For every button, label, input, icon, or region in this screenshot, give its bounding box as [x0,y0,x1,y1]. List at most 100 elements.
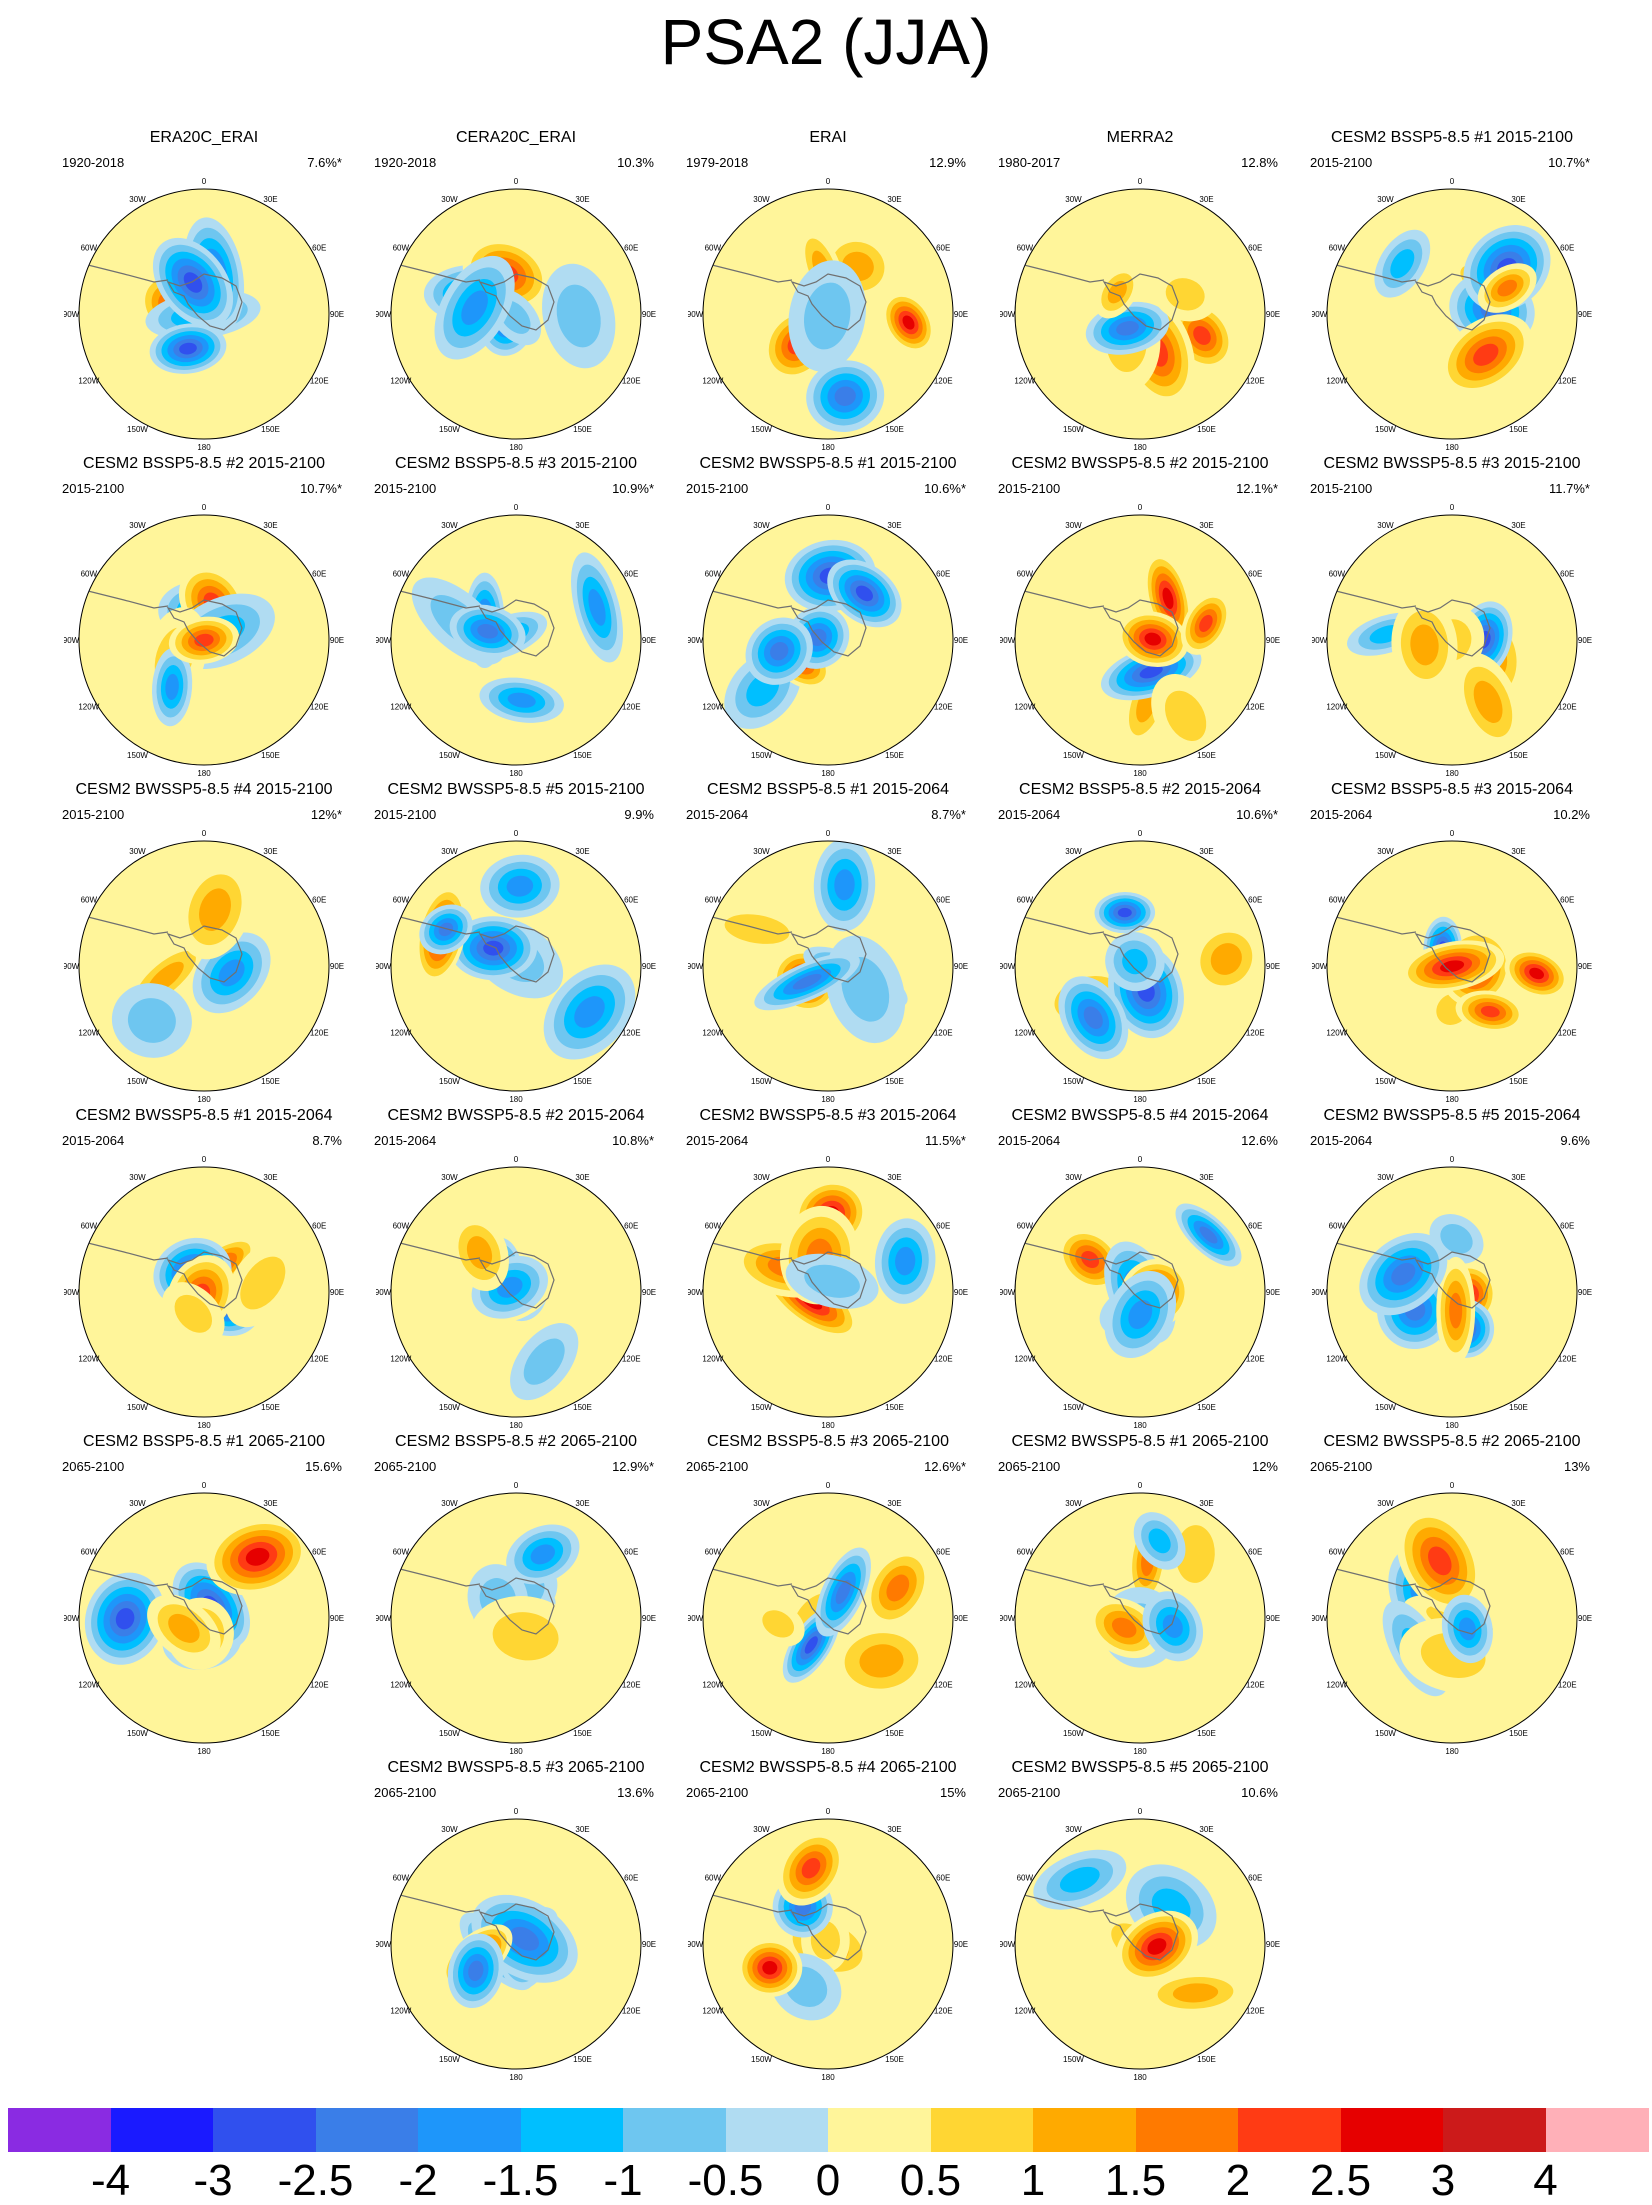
longitude-label: 150W [751,751,772,760]
panel-period: 2065-2100 [998,1459,1061,1474]
map-border [78,514,330,766]
longitude-label: 150E [885,1077,904,1086]
map-border [1014,188,1266,440]
polar-map: 0 30E 60E 90E 120E 150E 180 150W 120W 90W 60W 30W [688,503,968,778]
panel-title: CESM2 BSSP5-8.5 #3 2015-2100 [395,455,637,472]
longitude-label: 30W [1377,1173,1394,1182]
longitude-label: 60W [1017,896,1034,905]
longitude-label: 60W [705,1874,722,1883]
polar-map: 0 30E 60E 90E 120E 150E 180 150W 120W 90W 60W 30W [1000,503,1280,778]
panel-period: 2015-2064 [998,807,1061,822]
longitude-label: 0 [826,1155,831,1164]
anomaly-field [1015,1819,1265,2069]
longitude-label: 0 [514,1481,519,1490]
map-panel: ERA20C_ERAI 1920-2018 7.6%* 0 30E 60E 90E 120E 1… [48,128,360,454]
panel-title: ERA20C_ERAI [149,129,259,146]
panel-title: CESM2 BWSSP5-8.5 #5 2015-2064 [1323,1107,1581,1124]
longitude-label: 120W [1326,1681,1347,1690]
map-border [1014,514,1266,766]
map-border [1326,1492,1578,1744]
colorbar-tick-label: 4 [1533,2156,1558,2205]
longitude-label: 60W [705,244,722,253]
longitude-label: 180 [821,1747,835,1756]
longitude-label: 120W [1014,1029,1035,1038]
longitude-label: 120W [1014,703,1035,712]
panel-title: CESM2 BWSSP5-8.5 #4 2015-2064 [1011,1107,1269,1124]
south-america-coastline [707,589,793,609]
longitude-label: 90E [954,962,968,971]
longitude-label: 30W [441,521,458,530]
longitude-label: 60E [936,244,950,253]
longitude-label: 150W [1063,751,1084,760]
south-america-coastline [1019,263,1105,283]
anomaly-field [1327,1493,1577,1743]
longitude-label: 120E [1246,1355,1265,1364]
map-panel: CESM2 BSSP5-8.5 #1 2065-2100 2065-2100 15.… [48,1432,360,1758]
longitude-label: 90W [1312,1288,1328,1297]
longitude-label: 150W [751,1729,772,1738]
colorbar-swatch [828,2108,931,2152]
colorbar-swatch [418,2108,521,2152]
longitude-label: 90W [64,636,80,645]
longitude-label: 60E [312,244,326,253]
panel-title: CESM2 BWSSP5-8.5 #2 2015-2064 [387,1107,645,1124]
panel-title: CESM2 BSSP5-8.5 #2 2015-2100 [83,455,325,472]
longitude-label: 0 [514,503,519,512]
longitude-label: 60E [936,1548,950,1557]
map-panel: CESM2 BWSSP5-8.5 #1 2015-2100 2015-2100 10… [672,454,984,780]
longitude-label: 30W [753,1499,770,1508]
longitude-label: 60E [1248,1874,1262,1883]
polar-map: 0 30E 60E 90E 120E 150E 180 150W 120W 90W 60W 30W [1312,1155,1592,1430]
panel-variance-percent: 10.3% [617,155,654,170]
longitude-label: 90E [330,1614,344,1623]
longitude-label: 0 [1450,503,1455,512]
polar-map: 0 30E 60E 90E 120E 150E 180 150W 120W 90W 60W 30W [1000,1481,1280,1756]
antarctica-coastline [478,1251,555,1309]
longitude-label: 30E [887,1173,901,1182]
longitude-label: 120E [1558,1355,1577,1364]
longitude-label: 120E [310,1355,329,1364]
longitude-label: 120W [1014,1681,1035,1690]
panel-title: CESM2 BSSP5-8.5 #2 2015-2064 [1019,781,1261,798]
longitude-label: 30E [263,1499,277,1508]
longitude-label: 30W [129,1499,146,1508]
panel-variance-percent: 10.7%* [1548,155,1590,170]
longitude-label: 120E [934,1029,953,1038]
colorbar-tick-label: -1.5 [482,2156,559,2205]
panel-period: 2015-2100 [1310,481,1373,496]
figure-title: PSA2 (JJA) [660,6,992,78]
longitude-label: 150W [751,2055,772,2064]
longitude-label: 150W [751,1403,772,1412]
longitude-label: 30E [575,847,589,856]
map-panel: CESM2 BWSSP5-8.5 #4 2015-2100 2015-2100 12… [48,780,360,1106]
polar-map: 0 30E 60E 90E 120E 150E 180 150W 120W 90W 60W 30W [376,829,656,1104]
panel-variance-percent: 12.9%* [612,1459,654,1474]
longitude-label: 30E [575,1173,589,1182]
longitude-label: 30W [1377,847,1394,856]
antarctica-coastline [1414,1577,1491,1635]
polar-map: 0 30E 60E 90E 120E 150E 180 150W 120W 90W 60W 30W [1312,829,1592,1104]
longitude-label: 150E [1197,1077,1216,1086]
polar-map: 0 30E 60E 90E 120E 150E 180 150W 120W 90W 60W 30W [64,177,344,452]
longitude-label: 150E [261,1077,280,1086]
longitude-label: 0 [826,177,831,186]
longitude-label: 150E [573,1729,592,1738]
longitude-label: 120W [1326,703,1347,712]
longitude-label: 30E [1199,521,1213,530]
antarctica-coastline [790,599,867,657]
anomaly-field [79,515,329,765]
panel-variance-percent: 10.6%* [924,481,966,496]
longitude-label: 30W [1065,521,1082,530]
antarctica-coastline [1102,1577,1179,1635]
antarctica-coastline [478,599,555,657]
longitude-label: 120W [390,1355,411,1364]
anomaly-field [703,841,953,1091]
panel-variance-percent: 12.1%* [1236,481,1278,496]
panel-variance-percent: 12.6%* [924,1459,966,1474]
antarctica-coastline [1414,273,1491,331]
panel-period: 2015-2100 [374,481,437,496]
longitude-label: 90E [330,1288,344,1297]
antarctica-coastline [166,925,243,983]
colorbar-swatch [8,2108,111,2152]
map-panel: CERA20C_ERAI 1920-2018 10.3% 0 30E 60E 90E 120E… [360,128,672,454]
